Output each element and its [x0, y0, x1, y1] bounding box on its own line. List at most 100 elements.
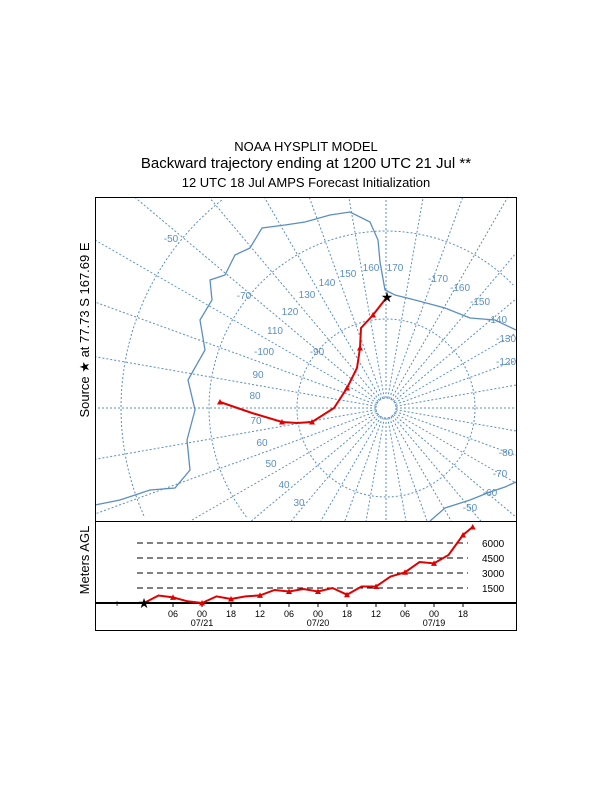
plot-title: Backward trajectory ending at 1200 UTC 2…: [140, 155, 472, 172]
trajectory-marker: [370, 312, 376, 318]
reference-label: 1500: [482, 584, 505, 595]
meridian-line: [94, 301, 377, 406]
height-marker: [344, 591, 350, 598]
grid-label: -80: [499, 448, 514, 459]
trajectory-marker: [357, 345, 363, 351]
height-marker: [286, 588, 292, 594]
meridian-line: [388, 196, 464, 399]
latitude-circle: [208, 230, 514, 518]
grid-label: 60: [256, 438, 268, 449]
grid-label: -50: [463, 503, 478, 514]
meridian-line: [348, 196, 385, 399]
date-label: 07/20: [307, 618, 330, 628]
grid-label: 130: [299, 290, 316, 301]
x-tick-label: 18: [226, 609, 236, 619]
source-star-icon: ★: [381, 289, 394, 305]
height-marker: [228, 596, 234, 602]
grid-label: -70: [493, 469, 508, 480]
reference-label: 6000: [482, 539, 505, 550]
height-marker: [315, 588, 321, 594]
grid-label: 30: [293, 498, 305, 509]
y-axis-label: Meters AGL: [77, 526, 92, 595]
meridian-line: [394, 332, 517, 404]
meridian-line: [263, 196, 382, 400]
meridian-line: [320, 416, 382, 522]
reference-label: 3000: [482, 569, 505, 580]
meridian-line: [392, 252, 517, 401]
meridian-line: [387, 417, 407, 522]
meridian-line: [208, 196, 380, 401]
source-label: Source ★ at 77.73 S 167.69 E: [77, 242, 92, 417]
grid-label: -150: [470, 297, 490, 308]
grid-label: -130: [496, 334, 516, 345]
height-marker: [373, 583, 379, 589]
meridian-line: [94, 410, 377, 515]
meridian-line: [395, 409, 517, 432]
grid-label: -70: [237, 291, 252, 302]
height-marker: [460, 532, 466, 538]
meridian-line: [394, 412, 517, 484]
grid-label: -60: [483, 488, 498, 499]
grid-label: -50: [164, 234, 179, 245]
coastline: [429, 481, 517, 522]
trajectory-marker: [279, 419, 285, 425]
latitude-circle: [375, 397, 397, 419]
x-tick-label: 00: [197, 609, 207, 619]
x-tick-label: 12: [371, 609, 381, 619]
star-icon: ★: [77, 361, 92, 373]
map-frame: [95, 197, 517, 522]
grid-label: 70: [250, 416, 262, 427]
meridian-line: [190, 412, 378, 522]
plot-subtitle: 12 UTC 18 Jul AMPS Forecast Initializati…: [181, 175, 431, 190]
height-marker: [199, 600, 205, 606]
height-frame: [95, 521, 517, 631]
grid-label: -90: [310, 347, 325, 358]
grid-label: 40: [278, 480, 290, 491]
meridian-line: [390, 196, 509, 400]
grid-label: -140: [487, 315, 507, 326]
date-label: 07/19: [423, 618, 446, 628]
height-marker: [257, 592, 263, 598]
meridian-line: [395, 410, 517, 456]
trajectory-marker: [344, 385, 350, 391]
x-tick-label: 00: [429, 609, 439, 619]
x-tick-label: 12: [255, 609, 265, 619]
coastline: [94, 211, 517, 506]
meridian-line: [134, 196, 379, 402]
height-line: [143, 526, 474, 605]
height-marker: [469, 524, 476, 530]
grid-label: 80: [249, 391, 261, 402]
grid-label: -170: [428, 274, 448, 285]
meridian-line: [365, 417, 385, 522]
axis-plus-icon: +: [114, 599, 120, 610]
x-tick-label: 00: [313, 609, 323, 619]
trajectory-line: [219, 296, 388, 425]
meridian-line: [290, 415, 380, 522]
x-tick-label: 06: [284, 609, 294, 619]
trajectory-marker: [217, 399, 223, 405]
x-tick-label: 06: [168, 609, 178, 619]
meridian-line: [393, 414, 517, 518]
grid-label: 120: [282, 307, 299, 318]
source-lon: 167.69 E: [77, 242, 92, 294]
source-prefix: Source: [77, 376, 92, 417]
grid-label: 90: [252, 370, 264, 381]
height-marker: [170, 594, 176, 600]
grid-label: -100: [254, 347, 274, 358]
height-marker: [402, 569, 408, 575]
trajectory-marker: [309, 419, 315, 425]
latitude-circle: [120, 198, 224, 516]
meridian-line: [308, 196, 384, 399]
meridian-line: [94, 239, 378, 404]
x-tick-label: 06: [400, 609, 410, 619]
meridian-line: [94, 409, 377, 460]
grid-label: -160: [450, 283, 470, 294]
grid-label: 110: [267, 326, 283, 337]
meridian-line: [395, 384, 517, 407]
grid-label: 150: [340, 269, 357, 280]
grid-label: 50: [265, 459, 277, 470]
meridian-line: [395, 360, 517, 406]
